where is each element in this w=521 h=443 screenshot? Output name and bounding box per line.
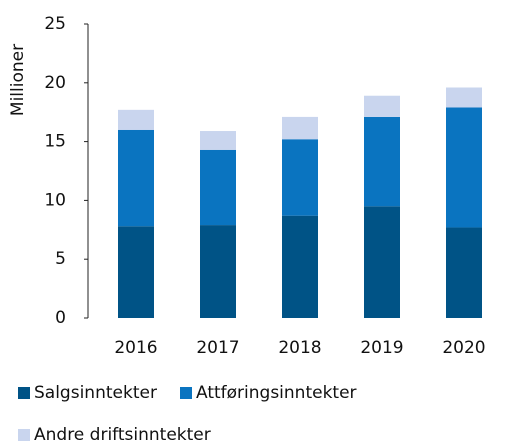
legend-label: Salgsinntekter [34, 383, 157, 403]
legend-swatch [180, 387, 192, 399]
bar-segment [364, 116, 400, 207]
y-tick-label: 0 [55, 308, 66, 328]
legend-swatch [18, 429, 30, 441]
bar-segment [446, 107, 482, 228]
bar-segment [200, 149, 236, 226]
y-tick-label: 5 [55, 249, 66, 269]
legend-swatch [18, 387, 30, 399]
bar-segment [446, 87, 482, 108]
x-tick-label: 2016 [114, 338, 157, 358]
bar-segment [364, 95, 400, 117]
bar-segment [282, 116, 318, 140]
bar-segment [200, 131, 236, 150]
bar-segment [364, 206, 400, 318]
bar-segment [118, 129, 154, 227]
y-tick-label: 25 [44, 14, 66, 34]
x-tick-label: 2018 [278, 338, 321, 358]
x-tick-label: 2017 [196, 338, 239, 358]
legend-label: Andre driftsinntekter [34, 425, 211, 443]
x-tick-label: 2019 [360, 338, 403, 358]
bar-segment [118, 109, 154, 130]
bar-segment [446, 227, 482, 318]
y-axis-label: Millioner [8, 44, 28, 116]
bar-segment [282, 139, 318, 216]
y-tick-label: 20 [44, 73, 66, 93]
bar-segment [118, 226, 154, 318]
y-tick-label: 15 [44, 132, 66, 152]
y-tick-label: 10 [44, 190, 66, 210]
bar-segment [200, 225, 236, 318]
bar-segment [282, 215, 318, 318]
legend-label: Attføringsinntekter [196, 383, 357, 403]
x-tick-label: 2020 [442, 338, 485, 358]
